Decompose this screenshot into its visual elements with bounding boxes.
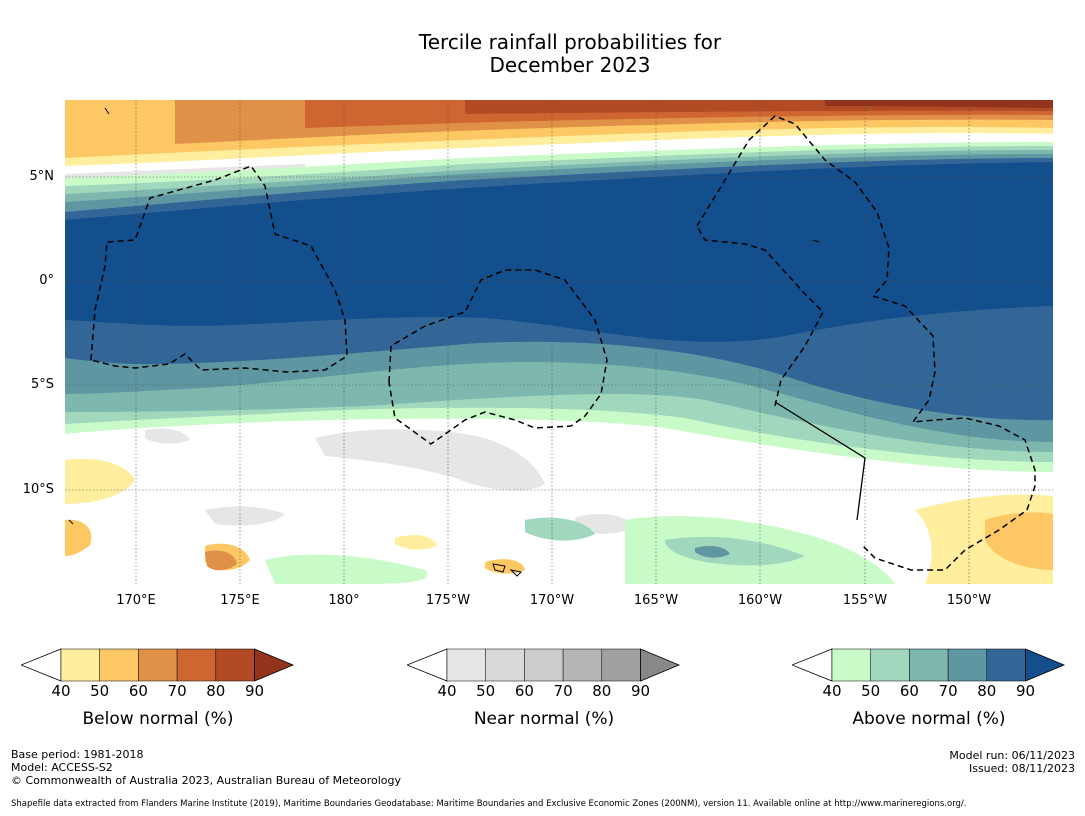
tick-above-60: 60 bbox=[899, 682, 919, 700]
lon-label-150w: 150°W bbox=[946, 593, 992, 608]
footer-right: Model run: 06/11/2023 Issued: 08/11/2023 bbox=[949, 749, 1075, 775]
lon-label-160w: 160°W bbox=[737, 593, 783, 608]
swatch-above-50 bbox=[870, 648, 910, 682]
tick-below-90: 90 bbox=[244, 682, 265, 700]
swatch-near-40 bbox=[446, 648, 486, 682]
dry-band-north-90 bbox=[825, 100, 1053, 108]
swatch-above-40 bbox=[831, 648, 871, 682]
shapefile-note: Shapefile data extracted from Flanders M… bbox=[11, 799, 967, 809]
tick-above-90: 90 bbox=[1015, 682, 1036, 700]
lon-label-180: 180° bbox=[328, 593, 360, 608]
swatch-below-50 bbox=[99, 648, 139, 682]
lon-label-165w: 165°W bbox=[633, 593, 679, 608]
tick-below-70: 70 bbox=[167, 682, 187, 700]
swatch-near-70 bbox=[562, 648, 603, 682]
tick-below-80: 80 bbox=[206, 682, 226, 700]
footer-left: Base period: 1981-2018 Model: ACCESS-S2 … bbox=[11, 748, 401, 787]
legend-above-normal bbox=[792, 648, 1066, 684]
legend-near-normal bbox=[407, 648, 681, 684]
legend-label-above: Above normal (%) bbox=[852, 709, 1006, 729]
lat-label-10s: 10°S bbox=[22, 482, 54, 497]
lon-label-175w: 175°W bbox=[425, 593, 471, 608]
swatch-above-60 bbox=[909, 648, 949, 682]
eez-boundaries bbox=[90, 115, 1036, 571]
lat-label-5s: 5°S bbox=[30, 377, 54, 392]
tick-near-80: 80 bbox=[592, 682, 612, 700]
swatch-below-80 bbox=[215, 648, 255, 682]
legend-label-near: Near normal (%) bbox=[473, 709, 615, 729]
base-period: Base period: 1981-2018 bbox=[11, 748, 144, 761]
colorbar-near-normal bbox=[407, 648, 681, 682]
tick-near-90: 90 bbox=[630, 682, 651, 700]
tick-near-40: 40 bbox=[437, 682, 457, 700]
model-run-date: Model run: 06/11/2023 bbox=[949, 749, 1075, 762]
swatch-above-70 bbox=[947, 648, 988, 682]
swatch-below-40 bbox=[60, 648, 100, 682]
tick-below-40: 40 bbox=[51, 682, 71, 700]
map-gridlines bbox=[65, 100, 1053, 584]
copyright: © Commonwealth of Australia 2023, Austra… bbox=[11, 774, 401, 787]
tick-below-60: 60 bbox=[128, 682, 148, 700]
lat-label-0: 0° bbox=[39, 273, 54, 288]
lat-label-5n: 5°N bbox=[29, 169, 55, 184]
swatch-near-80 bbox=[601, 648, 641, 682]
title-line-1: Tercile rainfall probabilities for bbox=[418, 30, 722, 54]
tick-near-70: 70 bbox=[553, 682, 573, 700]
colorbar-below-normal bbox=[21, 648, 295, 682]
swatch-above-90 bbox=[1025, 648, 1066, 682]
tick-above-50: 50 bbox=[861, 682, 881, 700]
map-canvas bbox=[65, 100, 1053, 584]
swatch-near-60 bbox=[524, 648, 564, 682]
wet-band-90 bbox=[65, 162, 1053, 342]
lon-label-155w: 155°W bbox=[842, 593, 888, 608]
legend-label-below: Below normal (%) bbox=[82, 709, 234, 729]
issued-date: Issued: 08/11/2023 bbox=[968, 762, 1075, 775]
swatch-below-60 bbox=[138, 648, 178, 682]
tick-above-80: 80 bbox=[977, 682, 997, 700]
probability-map bbox=[65, 100, 1053, 584]
tick-near-50: 50 bbox=[476, 682, 496, 700]
tick-above-70: 70 bbox=[938, 682, 958, 700]
swatch-near-50 bbox=[485, 648, 525, 682]
model-name: Model: ACCESS-S2 bbox=[11, 761, 113, 774]
lon-label-170e: 170°E bbox=[116, 593, 156, 608]
lon-label-170w: 170°W bbox=[529, 593, 575, 608]
legend-below-normal bbox=[21, 648, 295, 684]
map-title: Tercile rainfall probabilities for Decem… bbox=[0, 31, 1085, 77]
title-line-2: December 2023 bbox=[489, 53, 651, 77]
tick-near-60: 60 bbox=[514, 682, 534, 700]
tick-above-40: 40 bbox=[822, 682, 842, 700]
swatch-below-90 bbox=[254, 648, 295, 682]
swatch-near-90 bbox=[640, 648, 681, 682]
near-normal-patch bbox=[315, 429, 545, 491]
lon-label-175e: 175°E bbox=[220, 593, 260, 608]
dry-patch-southwest bbox=[65, 458, 135, 504]
tick-below-50: 50 bbox=[90, 682, 110, 700]
swatch-below-70 bbox=[176, 648, 217, 682]
colorbar-above-normal bbox=[792, 648, 1066, 682]
swatch-above-80 bbox=[986, 648, 1026, 682]
